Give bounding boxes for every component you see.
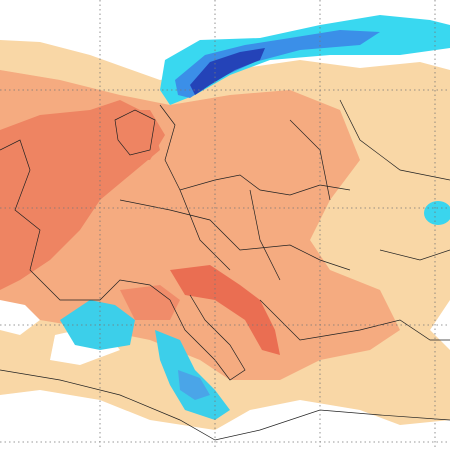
field-gap: [0, 300, 40, 335]
field-colder: [175, 30, 380, 98]
coastline: [159, 104, 351, 196]
coastline: [114, 109, 156, 156]
coastline: [259, 299, 450, 341]
field-cold: [60, 300, 135, 350]
field-strong: [170, 265, 280, 355]
coastline: [0, 369, 450, 441]
field-colder: [178, 370, 210, 400]
field-coldest: [190, 48, 265, 95]
field-strong: [120, 285, 180, 320]
field-cold: [160, 15, 450, 105]
field-cold: [424, 201, 450, 225]
border: [119, 189, 351, 281]
coastline: [0, 139, 246, 381]
field-cold: [155, 330, 230, 420]
